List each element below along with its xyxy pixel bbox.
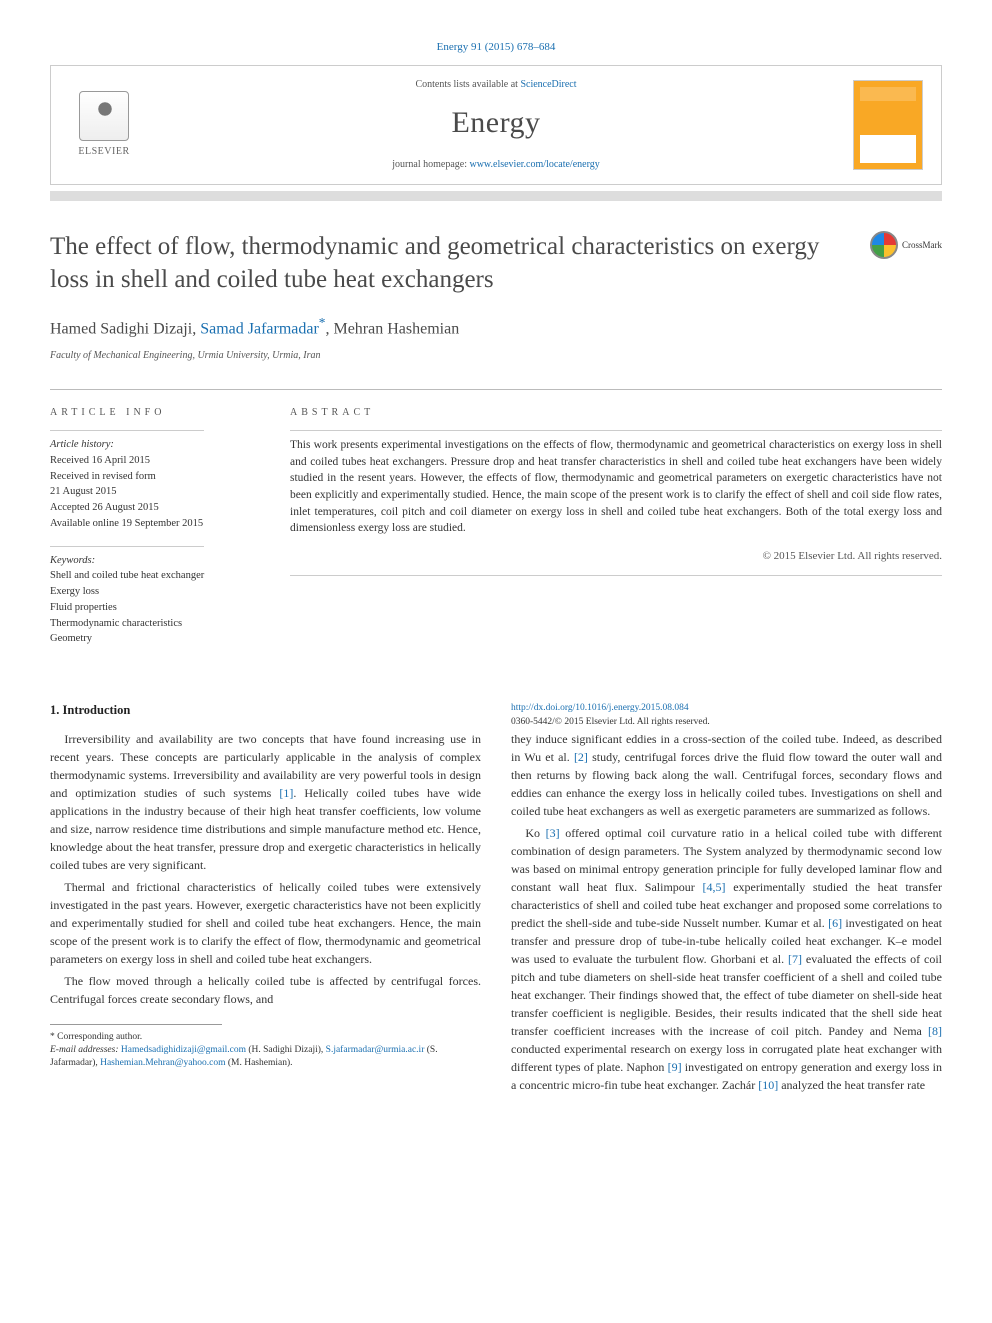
elsevier-logo: ELSEVIER xyxy=(69,85,139,165)
email-line: E-mail addresses: Hamedsadighidizaji@gma… xyxy=(50,1044,481,1071)
doi-link[interactable]: http://dx.doi.org/10.1016/j.energy.2015.… xyxy=(511,703,689,713)
elsevier-tree-icon xyxy=(79,91,129,141)
journal-header: ELSEVIER Contents lists available at Sci… xyxy=(50,65,942,185)
col2-para-1: they induce significant eddies in a cros… xyxy=(511,730,942,820)
ref-6[interactable]: [6] xyxy=(828,916,842,930)
citation-line: Energy 91 (2015) 678–684 xyxy=(50,40,942,55)
homepage-link[interactable]: www.elsevier.com/locate/energy xyxy=(469,159,599,170)
author-2[interactable]: Samad Jafarmadar xyxy=(200,321,319,338)
contents-prefix: Contents lists available at xyxy=(415,79,520,90)
ref-8[interactable]: [8] xyxy=(928,1024,942,1038)
email-1[interactable]: Hamedsadighidizaji@gmail.com xyxy=(121,1045,246,1055)
history-head: Article history: xyxy=(50,437,270,453)
received-date: Received 16 April 2015 xyxy=(50,453,270,469)
section-1-heading: 1. Introduction xyxy=(50,701,481,720)
ref-1[interactable]: [1] xyxy=(279,786,293,800)
article-history: Article history: Received 16 April 2015 … xyxy=(50,437,270,532)
intro-para-2: Thermal and frictional characteristics o… xyxy=(50,878,481,968)
email-2[interactable]: S.jafarmadar@urmia.ac.ir xyxy=(326,1045,425,1055)
keyword-4: Thermodynamic characteristics xyxy=(50,616,270,632)
keywords-head: Keywords: xyxy=(50,553,270,569)
doi-block: http://dx.doi.org/10.1016/j.energy.2015.… xyxy=(511,701,942,730)
intro-para-1: Irreversibility and availability are two… xyxy=(50,730,481,874)
col2-para-2: Ko [3] offered optimal coil curvature ra… xyxy=(511,824,942,1094)
article-info-column: ARTICLE INFO Article history: Received 1… xyxy=(50,406,290,661)
article-info-label: ARTICLE INFO xyxy=(50,406,270,420)
email-name-3: (M. Hashemian). xyxy=(228,1058,293,1068)
copyright-line: © 2015 Elsevier Ltd. All rights reserved… xyxy=(290,549,942,564)
email-label: E-mail addresses: xyxy=(50,1045,119,1055)
p5a: Ko xyxy=(525,826,545,840)
journal-cover-icon xyxy=(853,80,923,170)
crossmark-label: CrossMark xyxy=(902,239,942,252)
header-divider xyxy=(50,191,942,201)
intro-para-3: The flow moved through a helically coile… xyxy=(50,972,481,1008)
crossmark-icon xyxy=(870,231,898,259)
p5h: analyzed the heat transfer rate xyxy=(778,1078,925,1092)
ref-3[interactable]: [3] xyxy=(546,826,560,840)
keyword-1: Shell and coiled tube heat exchanger xyxy=(50,568,270,584)
elsevier-label: ELSEVIER xyxy=(78,145,129,159)
corr-star: * xyxy=(319,315,326,330)
homepage-line: journal homepage: www.elsevier.com/locat… xyxy=(159,158,833,172)
ref-4-5[interactable]: [4,5] xyxy=(703,880,726,894)
keyword-2: Exergy loss xyxy=(50,584,270,600)
corr-author-note: * Corresponding author. xyxy=(50,1031,481,1044)
article-body: 1. Introduction Irreversibility and avai… xyxy=(50,701,942,1094)
affiliation: Faculty of Mechanical Engineering, Urmia… xyxy=(50,349,942,363)
accepted-date: Accepted 26 August 2015 xyxy=(50,500,270,516)
ref-9[interactable]: [9] xyxy=(668,1060,682,1074)
journal-name: Energy xyxy=(159,102,833,144)
email-name-1: (H. Sadighi Dizaji), xyxy=(248,1045,323,1055)
email-3[interactable]: Hashemian.Mehran@yahoo.com xyxy=(100,1058,225,1068)
revised-date: 21 August 2015 xyxy=(50,484,270,500)
sciencedirect-link[interactable]: ScienceDirect xyxy=(520,79,576,90)
issn-line: 0360-5442/© 2015 Elsevier Ltd. All right… xyxy=(511,717,710,727)
authors-line: Hamed Sadighi Dizaji, Samad Jafarmadar*,… xyxy=(50,314,942,341)
ref-2[interactable]: [2] xyxy=(574,750,588,764)
abstract-label: ABSTRACT xyxy=(290,406,942,420)
crossmark-badge[interactable]: CrossMark xyxy=(870,231,942,259)
online-date: Available online 19 September 2015 xyxy=(50,516,270,532)
revised-label: Received in revised form xyxy=(50,469,270,485)
keywords-block: Keywords: Shell and coiled tube heat exc… xyxy=(50,553,270,648)
abstract-text: This work presents experimental investig… xyxy=(290,437,942,537)
contents-line: Contents lists available at ScienceDirec… xyxy=(159,78,833,92)
author-3: Mehran Hashemian xyxy=(333,321,459,338)
ref-10[interactable]: [10] xyxy=(758,1078,778,1092)
keyword-5: Geometry xyxy=(50,631,270,647)
article-title: The effect of flow, thermodynamic and ge… xyxy=(50,231,850,296)
keyword-3: Fluid properties xyxy=(50,600,270,616)
author-1: Hamed Sadighi Dizaji xyxy=(50,321,192,338)
footnotes: * Corresponding author. E-mail addresses… xyxy=(50,1031,481,1071)
ref-7[interactable]: [7] xyxy=(788,952,802,966)
abstract-column: ABSTRACT This work presents experimental… xyxy=(290,406,942,661)
footnote-separator xyxy=(50,1024,222,1025)
homepage-prefix: journal homepage: xyxy=(392,159,469,170)
